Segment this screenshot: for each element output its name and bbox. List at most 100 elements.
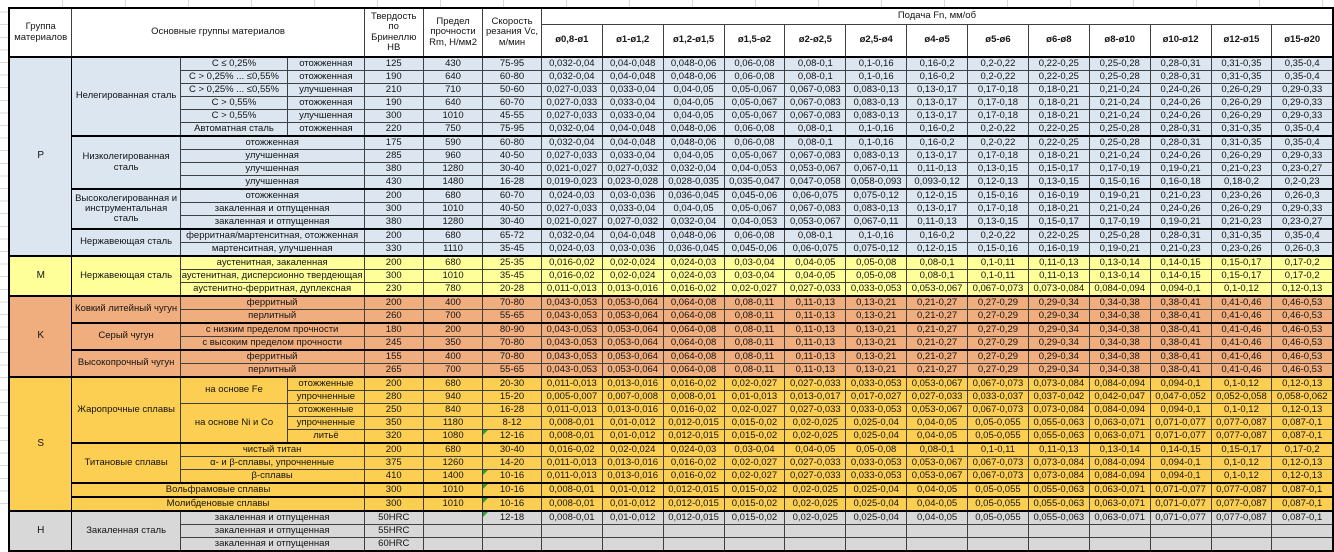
hardness-cell[interactable]: 200 [363,376,424,391]
feed-value-cell[interactable]: 0,21-0,27 [906,363,969,378]
feed-value-cell[interactable]: 0,17-0,19 [1088,162,1151,176]
feed-value-cell[interactable]: 0,055-0,063 [1027,416,1090,430]
cutting-speed-cell[interactable]: 70-80 [482,336,542,351]
cutting-speed-cell[interactable]: 10-16 [482,482,542,498]
feed-value-cell[interactable]: 0,26-0,3 [1271,188,1334,203]
material-label-cell[interactable]: Закаленная сталь [71,510,181,552]
material-label-cell[interactable]: C > 0,55% [179,96,289,110]
feed-value-cell[interactable]: 0,1-0,11 [967,269,1029,283]
feed-value-cell[interactable]: 0,02-0,027 [723,469,786,484]
feed-value-cell[interactable]: 0,03-0,04 [723,255,786,270]
feed-value-cell[interactable]: 0,073-0,084 [1027,376,1090,391]
feed-value-cell[interactable]: 0,29-0,33 [1271,96,1334,110]
feed-value-cell[interactable]: 0,21-0,24 [1088,83,1151,97]
feed-value-cell[interactable]: 0,19-0,21 [1149,162,1212,176]
feed-value-cell[interactable]: 0,11-0,13 [784,322,847,337]
strength-cell[interactable]: 1010 [422,269,484,283]
material-label-cell[interactable]: ферритный [179,295,365,310]
feed-value-cell[interactable]: 0,34-0,38 [1088,349,1151,364]
feed-value-cell[interactable]: 0,012-0,015 [662,429,725,444]
feed-value-cell[interactable]: 0,34-0,38 [1088,295,1151,310]
feed-value-cell[interactable]: 0,027-0,033 [784,282,847,297]
feed-value-cell[interactable]: 0,05-0,055 [967,482,1029,498]
feed-value-cell[interactable]: 0,036-0,045 [662,242,725,257]
feed-value-cell[interactable]: 0,084-0,094 [1088,376,1151,391]
feed-value-cell[interactable]: 0,045-0,06 [723,242,786,257]
feed-value-cell[interactable]: 0,16-0,2 [906,228,969,243]
feed-value-cell[interactable]: 0,011-0,013 [540,456,603,470]
feed-value-cell[interactable]: 0,013-0,017 [784,390,847,404]
feed-value-cell[interactable]: 0,083-0,13 [845,149,908,163]
hardness-cell[interactable]: 125 [363,56,424,71]
feed-value-cell[interactable]: 0,17-0,18 [967,83,1029,97]
feed-value-cell[interactable]: 0,1-0,11 [967,255,1029,270]
feed-value-cell[interactable]: 0,04-0,05 [662,109,725,123]
feed-value-cell[interactable] [723,524,786,538]
feed-value-cell[interactable]: 0,052-0,058 [1210,390,1273,404]
material-label-cell[interactable]: аустенитная, закаленная [179,255,365,270]
feed-value-cell[interactable]: 0,033-0,053 [845,469,908,484]
feed-value-cell[interactable]: 0,12-0,13 [1271,282,1334,297]
material-label-cell[interactable]: перлитный [179,363,365,378]
feed-value-cell[interactable]: 0,34-0,38 [1088,363,1151,378]
feed-value-cell[interactable]: 0,23-0,26 [1210,242,1273,257]
feed-value-cell[interactable]: 0,31-0,35 [1210,70,1273,84]
feed-value-cell[interactable]: 0,29-0,34 [1027,363,1090,378]
strength-cell[interactable]: 1400 [422,469,484,484]
feed-value-cell[interactable]: 0,28-0,31 [1149,70,1212,84]
feed-value-cell[interactable]: 0,032-0,04 [662,215,725,230]
feed-value-cell[interactable]: 0,14-0,15 [1149,442,1212,457]
feed-value-cell[interactable]: 0,077-0,087 [1210,416,1273,430]
strength-cell[interactable]: 780 [422,282,484,297]
feed-value-cell[interactable]: 0,02-0,025 [784,496,847,512]
feed-value-cell[interactable]: 0,067-0,11 [845,215,908,230]
cutting-speed-cell[interactable]: 75-95 [482,122,542,137]
feed-value-cell[interactable]: 0,08-0,1 [906,255,969,270]
feed-value-cell[interactable] [1271,537,1334,552]
feed-value-cell[interactable]: 0,21-0,23 [1149,242,1212,257]
feed-value-cell[interactable]: 0,011-0,013 [540,376,603,391]
cutting-speed-cell[interactable]: 60-80 [482,70,542,84]
col-header-diameter[interactable]: ø0,8-ø1 [540,24,603,58]
feed-value-cell[interactable]: 0,27-0,29 [967,309,1029,324]
feed-value-cell[interactable]: 0,02-0,025 [784,510,847,525]
feed-value-cell[interactable]: 0,1-0,16 [845,56,908,71]
col-header-diameter[interactable]: ø2-ø2,5 [784,24,847,58]
feed-value-cell[interactable]: 0,04-0,05 [906,496,969,512]
feed-value-cell[interactable]: 0,18-0,21 [1027,96,1090,110]
feed-value-cell[interactable]: 0,027-0,033 [540,202,603,216]
feed-value-cell[interactable]: 0,033-0,053 [845,456,908,470]
material-label-cell[interactable]: C > 0,55% [179,109,289,123]
feed-value-cell[interactable]: 0,13-0,15 [967,215,1029,230]
feed-value-cell[interactable]: 0,064-0,08 [662,363,725,378]
feed-value-cell[interactable]: 0,41-0,46 [1210,363,1273,378]
feed-value-cell[interactable]: 0,043-0,053 [540,322,603,337]
hardness-cell[interactable]: 300 [363,496,424,512]
feed-value-cell[interactable]: 0,071-0,077 [1149,510,1212,525]
strength-cell[interactable] [422,537,484,552]
cutting-speed-cell[interactable]: 65-72 [482,228,542,243]
feed-value-cell[interactable]: 0,04-0,048 [601,228,664,243]
feed-value-cell[interactable]: 0,46-0,53 [1271,309,1334,324]
feed-value-cell[interactable]: 0,21-0,27 [906,336,969,351]
feed-value-cell[interactable]: 0,11-0,13 [1027,255,1090,270]
feed-value-cell[interactable]: 0,013-0,016 [601,456,664,470]
feed-value-cell[interactable]: 0,063-0,071 [1088,510,1151,525]
cutting-speed-cell[interactable]: 12-18 [482,510,542,525]
cutting-speed-cell[interactable]: 10-16 [482,496,542,512]
feed-value-cell[interactable]: 0,02-0,027 [723,376,786,391]
feed-value-cell[interactable]: 0,04-0,05 [906,429,969,444]
feed-value-cell[interactable]: 0,35-0,4 [1271,56,1334,71]
col-header-diameter[interactable]: ø12-ø15 [1210,24,1273,58]
feed-value-cell[interactable]: 0,083-0,13 [845,202,908,216]
feed-value-cell[interactable]: 0,18-0,21 [1027,109,1090,123]
feed-value-cell[interactable]: 0,016-0,02 [540,269,603,283]
feed-value-cell[interactable]: 0,094-0,1 [1149,456,1212,470]
feed-value-cell[interactable]: 0,34-0,38 [1088,309,1151,324]
feed-value-cell[interactable]: 0,048-0,06 [662,135,725,150]
feed-value-cell[interactable]: 0,38-0,41 [1149,363,1212,378]
feed-value-cell[interactable]: 0,04-0,05 [784,255,847,270]
feed-value-cell[interactable]: 0,01-0,013 [723,390,786,404]
feed-value-cell[interactable]: 0,048-0,06 [662,228,725,243]
feed-value-cell[interactable]: 0,084-0,094 [1088,403,1151,417]
